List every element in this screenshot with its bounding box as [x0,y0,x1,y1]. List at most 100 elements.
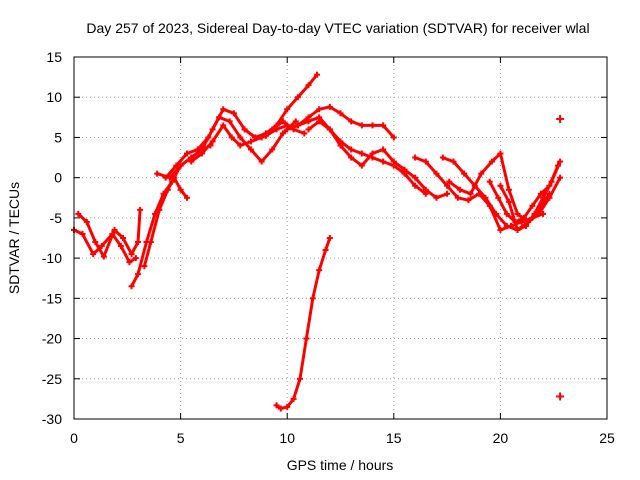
data-point [294,94,301,101]
x-tick-label: 20 [493,430,509,446]
data-point [305,82,312,89]
isolated-point [556,392,565,401]
data-point [456,186,463,193]
chart-title: Day 257 of 2023, Sidereal Day-to-day VTE… [86,20,589,36]
data-point [446,178,453,185]
data-point [296,375,303,382]
data-point [444,190,451,197]
series-arc-midday-1 [296,105,396,139]
data-point [444,182,451,189]
series-arc-dip [275,236,332,410]
data-point [478,170,485,177]
data-point [100,253,107,260]
data-point [337,110,344,117]
data-point [292,118,299,125]
data-point [262,130,269,137]
data-point [273,122,280,129]
data-point [117,243,124,250]
data-point [279,130,286,137]
data-point [461,170,468,177]
data-point [412,174,419,181]
data-point [205,134,212,141]
data-point [314,71,321,78]
data-point [326,235,333,241]
data-point [228,134,235,141]
data-point [301,130,308,137]
data-layer [71,71,565,412]
data-point [488,158,495,165]
data-point [495,194,502,201]
series-arc-early-1 [72,228,138,264]
data-point [241,126,248,133]
data-point [520,214,527,221]
data-point [269,146,276,153]
data-point [505,186,512,193]
data-point [156,206,163,213]
data-point [493,210,500,217]
data-point [305,118,312,125]
data-point [247,146,254,153]
data-point [316,106,323,113]
data-point [237,142,244,149]
data-point [132,255,139,262]
data-point [137,206,144,213]
data-point [120,235,127,241]
y-tick-label: 10 [46,89,62,105]
data-point [529,202,536,209]
data-point [433,170,440,177]
data-point [141,263,148,270]
data-point [412,182,419,189]
data-point [154,170,161,177]
data-point [188,158,195,165]
x-tick-label: 0 [70,430,78,446]
data-point [557,158,564,165]
data-point [358,162,365,169]
data-point [258,158,265,165]
series-arc-morning-3 [189,119,306,164]
data-point [465,197,472,204]
data-point [183,150,190,157]
data-point [284,403,291,410]
data-point [497,150,504,157]
ticks: 0 5 10 15 20 25 -30 -25 -20 -15 -10 -5 0 5 10 15 [42,49,615,446]
data-point [226,118,233,125]
data-point [294,122,301,129]
data-point [215,114,222,121]
data-point [433,194,440,201]
isolated-point [556,114,565,123]
y-tick-label: -25 [42,371,62,387]
y-tick-label: 5 [54,129,62,145]
y-tick-label: -5 [50,210,63,226]
data-point [380,146,387,153]
data-point [540,194,547,201]
data-point [522,222,529,229]
data-point [503,210,510,217]
data-point [220,106,227,113]
data-point [290,395,297,402]
data-point [126,259,133,266]
data-point [422,158,429,165]
data-point [111,226,118,233]
data-point [98,243,105,250]
data-point [450,158,457,165]
data-point [380,158,387,165]
x-tick-label: 10 [279,430,295,446]
data-point [83,218,90,225]
data-point [546,194,553,201]
data-point [305,126,312,133]
data-point [79,230,86,237]
data-point [401,166,408,173]
data-point [412,154,419,161]
data-point [486,178,493,185]
data-point [252,134,259,141]
x-tick-label: 25 [599,430,615,446]
data-point [147,239,154,246]
data-point [273,402,280,409]
data-point [497,182,504,189]
x-tick-label: 5 [177,430,185,446]
data-point [422,186,429,193]
data-point [183,194,190,201]
data-point [230,110,237,117]
data-point [134,239,141,246]
